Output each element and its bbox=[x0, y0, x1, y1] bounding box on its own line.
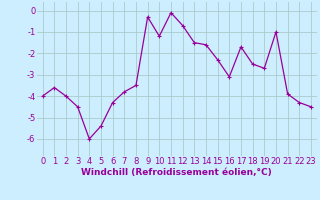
X-axis label: Windchill (Refroidissement éolien,°C): Windchill (Refroidissement éolien,°C) bbox=[81, 168, 272, 177]
